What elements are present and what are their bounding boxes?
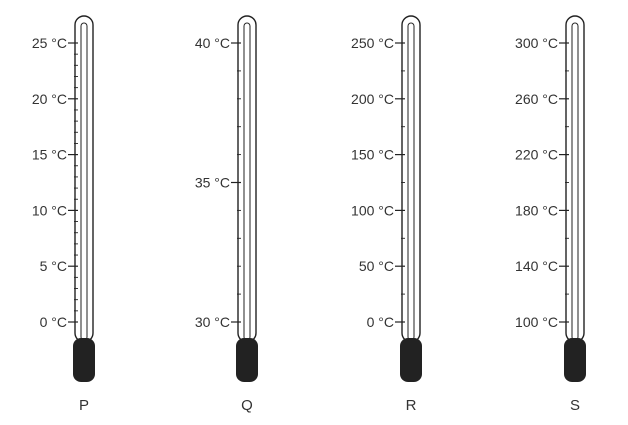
thermometer-bulb	[564, 338, 586, 382]
tick-label: 100 °C	[351, 202, 394, 218]
thermometer-name: S	[570, 397, 580, 414]
thermometer-bulb	[73, 338, 95, 382]
tick-label: 300 °C	[515, 35, 558, 51]
tick-label: 100 °C	[515, 314, 558, 330]
thermometer-r: 250 °C 200 °C 150 °C 100 °C 50 °C 0 °C R	[351, 15, 422, 414]
tick-label: 150 °C	[351, 147, 394, 163]
tick-label: 40 °C	[195, 35, 230, 51]
tick-label: 260 °C	[515, 91, 558, 107]
tick-label: 0 °C	[367, 314, 394, 330]
tick-label: 25 °C	[32, 35, 67, 51]
tick-label: 50 °C	[359, 258, 394, 274]
tick-label: 10 °C	[32, 202, 67, 218]
thermometer-name: R	[406, 397, 417, 414]
thermometer-capillary	[407, 22, 415, 341]
thermometer-q: 40 °C 35 °C 30 °C Q	[195, 15, 258, 414]
tick-label: 30 °C	[195, 314, 230, 330]
tick-label: 35 °C	[195, 175, 230, 191]
tick-label: 0 °C	[40, 314, 67, 330]
tick-label: 20 °C	[32, 91, 67, 107]
tick-label: 5 °C	[40, 258, 67, 274]
thermometer-s: 300 °C 260 °C 220 °C 180 °C 140 °C 100 °C S	[515, 15, 586, 414]
thermometer-capillary	[571, 22, 579, 341]
tick-label: 140 °C	[515, 258, 558, 274]
thermometer-capillary	[243, 22, 251, 341]
thermometer-bulb	[236, 338, 258, 382]
tick-label: 15 °C	[32, 147, 67, 163]
tick-label: 200 °C	[351, 91, 394, 107]
tick-label: 220 °C	[515, 147, 558, 163]
tick-label: 250 °C	[351, 35, 394, 51]
thermometer-p: 25 °C 20 °C 15 °C 10 °C 5 °C 0 °C P	[32, 15, 95, 414]
thermometer-bulb	[400, 338, 422, 382]
thermometer-name: P	[79, 397, 89, 414]
thermometer-name: Q	[241, 397, 253, 414]
tick-label: 180 °C	[515, 202, 558, 218]
thermometer-capillary	[80, 22, 88, 341]
